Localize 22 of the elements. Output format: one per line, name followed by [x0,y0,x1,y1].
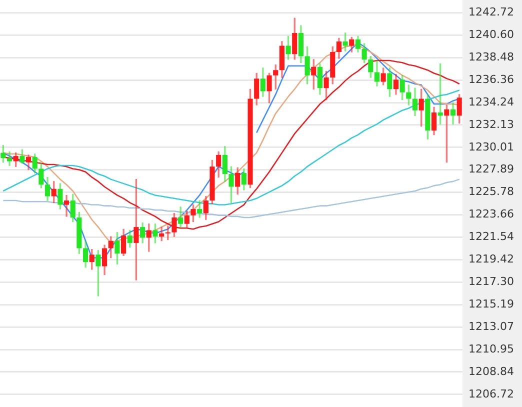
y-tick-label: 1225.78 [468,185,514,198]
candlestick [64,194,70,217]
y-tick-label: 1242.72 [468,5,514,18]
y-tick-label: 1236.36 [468,72,514,86]
candlestick [6,151,12,166]
y-tick-label: 1238.48 [468,50,514,64]
y-tick-label: 1213.07 [468,320,514,333]
y-tick-label: 1217.30 [468,275,514,288]
y-tick-label: 1223.66 [468,208,514,221]
y-tick-label: 1232.13 [468,118,514,131]
y-tick-label: 1221.54 [468,230,514,244]
y-tick-label: 1210.95 [468,342,514,356]
y-tick-label: 1219.42 [468,252,514,266]
y-tick-label: 1234.24 [468,95,514,108]
y-tick-label: 1215.19 [468,297,514,310]
y-tick-label: 1227.89 [468,162,514,176]
y-tick-label: 1230.01 [468,140,514,154]
y-tick-label: 1240.60 [468,28,514,41]
candlestick [197,200,202,218]
y-tick-label: 1208.84 [468,364,514,378]
candlestick [159,226,164,242]
y-tick-label: 1206.72 [468,387,514,400]
